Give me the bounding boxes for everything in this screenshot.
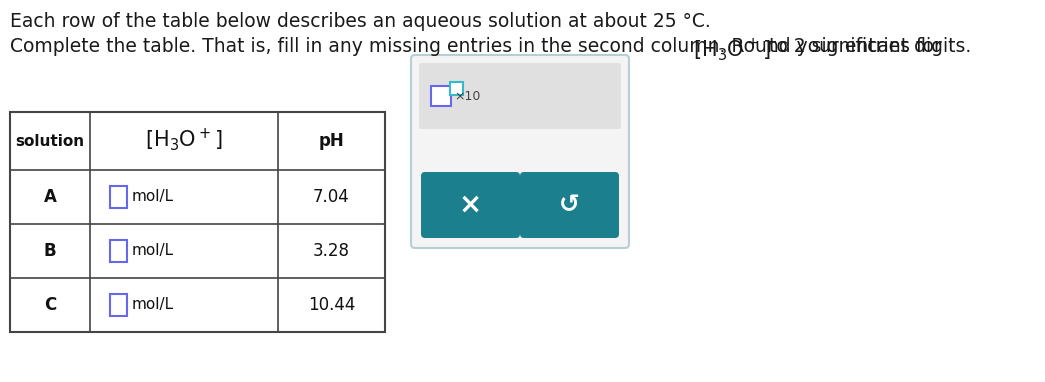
Text: Complete the table. That is, fill in any missing entries in the second column. R: Complete the table. That is, fill in any… — [10, 37, 942, 56]
Text: $\left[\mathrm{H_3O^+}\right]$: $\left[\mathrm{H_3O^+}\right]$ — [145, 126, 223, 154]
Text: 3.28: 3.28 — [314, 242, 350, 260]
Text: mol/L: mol/L — [132, 298, 175, 312]
Bar — [110, 294, 127, 316]
Text: ×: × — [459, 191, 482, 219]
Text: C: C — [44, 296, 56, 314]
Bar — [110, 240, 127, 262]
Bar — [110, 186, 127, 208]
Text: 7.04: 7.04 — [314, 188, 350, 206]
Bar — [431, 86, 451, 106]
Text: 10.44: 10.44 — [308, 296, 355, 314]
Text: mol/L: mol/L — [132, 189, 175, 204]
FancyBboxPatch shape — [411, 55, 629, 248]
Text: mol/L: mol/L — [132, 243, 175, 259]
Text: to 2 significant digits.: to 2 significant digits. — [769, 37, 971, 56]
Text: solution: solution — [16, 133, 85, 149]
Text: Each row of the table below describes an aqueous solution at about 25 °C.: Each row of the table below describes an… — [10, 12, 711, 31]
Bar — [10, 112, 385, 332]
Text: ×10: ×10 — [454, 89, 481, 102]
Text: pH: pH — [319, 132, 345, 150]
Text: ↺: ↺ — [559, 193, 580, 217]
Text: A: A — [44, 188, 56, 206]
Bar — [450, 82, 463, 95]
FancyBboxPatch shape — [520, 172, 619, 238]
FancyBboxPatch shape — [419, 63, 621, 129]
Text: B: B — [44, 242, 56, 260]
FancyBboxPatch shape — [421, 172, 520, 238]
Text: $\left[\mathrm{H_3O^+}\right]$: $\left[\mathrm{H_3O^+}\right]$ — [693, 36, 770, 63]
